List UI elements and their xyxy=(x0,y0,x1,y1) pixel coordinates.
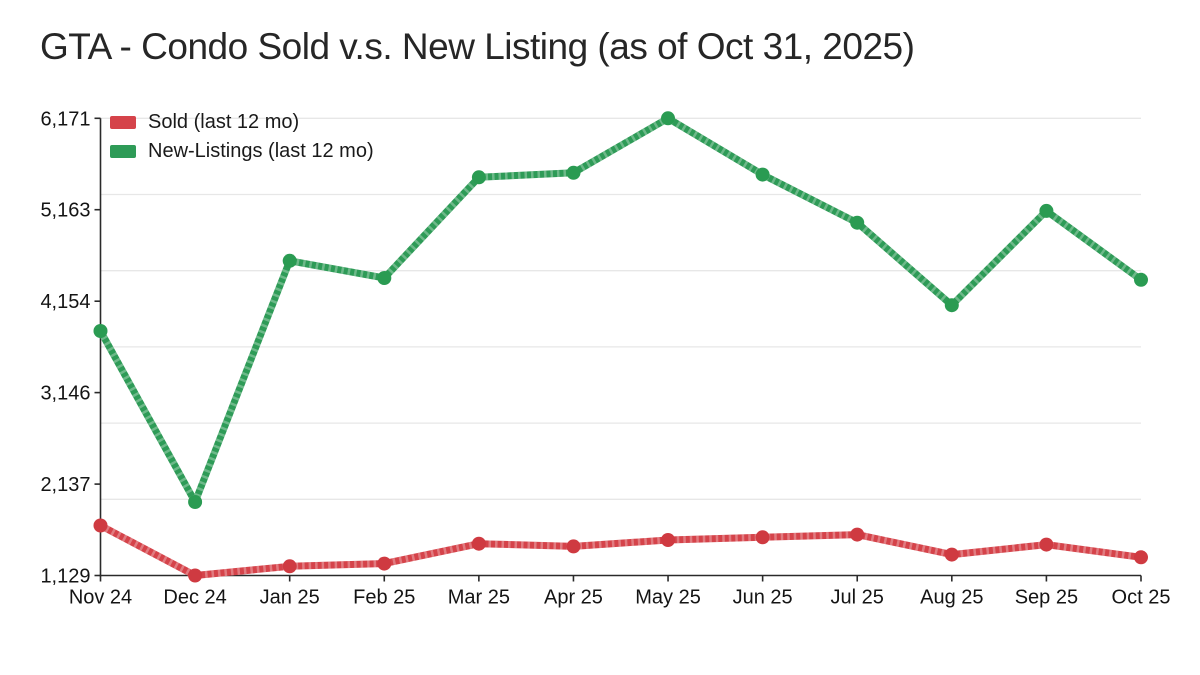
legend-label-sold: Sold (last 12 mo) xyxy=(148,111,300,133)
x-tick-label: Mar 25 xyxy=(448,587,510,609)
x-tick-label: Jul 25 xyxy=(831,587,884,609)
data-point-new-listings xyxy=(755,167,770,182)
data-point-new-listings xyxy=(93,324,108,338)
data-point-new-listings xyxy=(850,215,865,230)
new-listings-swatch-icon xyxy=(110,144,136,158)
x-tick-label: Dec 24 xyxy=(163,587,226,609)
data-point-new-listings xyxy=(471,170,486,185)
y-tick-label: 1,129 xyxy=(40,566,90,588)
y-tick-label: 5,163 xyxy=(40,200,90,222)
x-tick-label: Aug 25 xyxy=(920,587,983,609)
x-tick-label: May 25 xyxy=(635,587,701,609)
series-line-new-listings xyxy=(97,114,1145,506)
x-tick-label: Feb 25 xyxy=(353,587,415,609)
y-tick-label: 4,154 xyxy=(40,291,90,313)
x-tick-label: Jun 25 xyxy=(733,587,793,609)
y-tick-label: 2,137 xyxy=(40,474,90,496)
data-point-new-listings xyxy=(377,271,392,285)
data-point-new-listings xyxy=(1039,203,1054,218)
series-line-texture-sold xyxy=(98,522,1142,580)
data-point-new-listings xyxy=(188,495,203,509)
data-point-new-listings xyxy=(1134,272,1148,287)
series-line-texture-new-listings xyxy=(97,114,1144,511)
data-point-sold xyxy=(1039,537,1054,552)
data-point-sold xyxy=(471,536,486,551)
legend-item-new-listings: New-Listings (last 12 mo) xyxy=(110,140,374,162)
x-tick-label: Jan 25 xyxy=(260,587,320,609)
y-tick-label: 3,146 xyxy=(40,383,90,405)
data-point-sold xyxy=(944,547,959,562)
sold-swatch-icon xyxy=(110,115,136,129)
data-point-sold xyxy=(282,559,297,574)
data-point-sold xyxy=(93,518,108,533)
chart-title: GTA - Condo Sold v.s. New Listing (as of… xyxy=(40,26,915,67)
y-tick-label: 6,171 xyxy=(40,108,90,130)
data-point-sold xyxy=(566,539,581,554)
data-point-new-listings xyxy=(282,253,297,268)
data-point-sold xyxy=(1134,550,1148,565)
legend-item-sold: Sold (last 12 mo) xyxy=(110,111,374,133)
x-tick-label: Sep 25 xyxy=(1015,587,1078,609)
data-point-sold xyxy=(377,556,392,571)
data-point-sold xyxy=(661,533,675,547)
x-tick-label: Nov 24 xyxy=(69,587,132,609)
data-point-new-listings xyxy=(661,111,675,126)
data-point-sold xyxy=(188,568,203,583)
data-point-sold xyxy=(850,527,865,542)
data-point-sold xyxy=(755,530,770,545)
legend: Sold (last 12 mo) New-Listings (last 12 … xyxy=(110,111,374,162)
data-point-new-listings xyxy=(566,165,581,180)
x-tick-label: Oct 25 xyxy=(1112,587,1171,609)
data-point-new-listings xyxy=(944,298,959,313)
legend-label-new-listings: New-Listings (last 12 mo) xyxy=(148,140,374,162)
series-line-sold xyxy=(97,522,1145,579)
x-tick-label: Apr 25 xyxy=(544,587,603,609)
